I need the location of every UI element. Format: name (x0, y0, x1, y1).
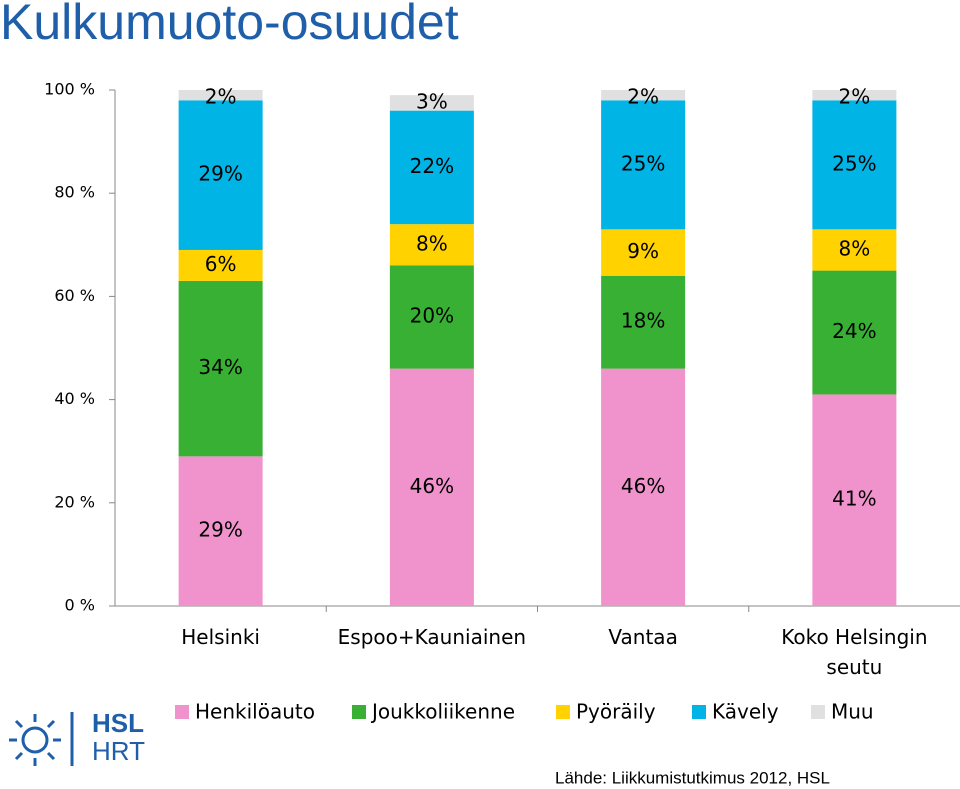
bar-segment (812, 229, 897, 271)
legend-label: Joukkoliikenne (370, 700, 515, 724)
bar-segment (389, 110, 474, 225)
bar-segment (178, 280, 263, 457)
bar-segment (601, 368, 686, 606)
value-label: 24% (832, 319, 876, 343)
bar-segment (812, 90, 897, 101)
value-label: 46% (621, 474, 665, 498)
value-label: 2% (205, 85, 237, 109)
value-label: 29% (198, 518, 242, 542)
y-tick-label: 0 % (65, 596, 95, 615)
legend-label: Henkilöauto (195, 700, 315, 724)
bar-segment (601, 275, 686, 369)
value-label: 2% (839, 85, 871, 109)
y-tick-label: 20 % (54, 492, 95, 511)
legend-label: Pyöräily (576, 700, 656, 724)
bar-segment (389, 368, 474, 606)
bar-segment (812, 270, 897, 395)
value-label: 18% (621, 309, 665, 333)
bar-segment (178, 100, 263, 250)
legend-swatch (175, 705, 189, 719)
value-label: 9% (627, 239, 659, 263)
value-label: 2% (627, 85, 659, 109)
y-tick-label: 40 % (54, 389, 95, 408)
y-tick-label: 80 % (54, 183, 95, 202)
chart-title: Kulkumuoto-osuudet (0, 0, 459, 50)
logo-icon (9, 712, 74, 766)
bar-segment (178, 456, 263, 606)
bar-segment (812, 394, 897, 606)
bar-segment (389, 95, 474, 111)
legend-swatch (352, 705, 366, 719)
bar-segment (389, 224, 474, 266)
logo-text: HRT (92, 736, 145, 766)
x-tick-label: Vantaa (608, 625, 678, 649)
y-tick-label: 100 % (44, 80, 95, 99)
value-label: 22% (410, 154, 454, 178)
logo-text: HSL (92, 708, 144, 738)
bar-segment (389, 265, 474, 369)
x-tick-label: Koko Helsingin seutu (781, 625, 928, 679)
value-label: 25% (621, 151, 665, 175)
value-label: 34% (198, 355, 242, 379)
bar-segment (601, 229, 686, 276)
value-label: 8% (839, 236, 871, 260)
bar-segment (178, 249, 263, 281)
legend-label: Muu (831, 700, 874, 724)
x-tick-label: Espoo+Kauniainen (337, 625, 527, 649)
bar-segment (812, 100, 897, 230)
value-label: 6% (205, 252, 237, 276)
value-label: 41% (832, 487, 876, 511)
value-label: 29% (198, 162, 242, 186)
value-label: 3% (416, 89, 448, 113)
value-label: 25% (832, 151, 876, 175)
legend-swatch (692, 705, 706, 719)
value-label: 8% (416, 231, 448, 255)
source: Lähde: Liikkumistutkimus 2012, HSL (555, 768, 830, 787)
legend-label: Kävely (712, 700, 779, 724)
legend-swatch (556, 705, 570, 719)
value-label: 46% (410, 474, 454, 498)
bar-segment (601, 90, 686, 101)
x-tick-label: Helsinki (181, 625, 260, 649)
bar-segment (178, 90, 263, 101)
bar-segment (601, 100, 686, 230)
y-tick-label: 60 % (54, 286, 95, 305)
value-label: 20% (410, 304, 454, 328)
legend-swatch (811, 705, 825, 719)
